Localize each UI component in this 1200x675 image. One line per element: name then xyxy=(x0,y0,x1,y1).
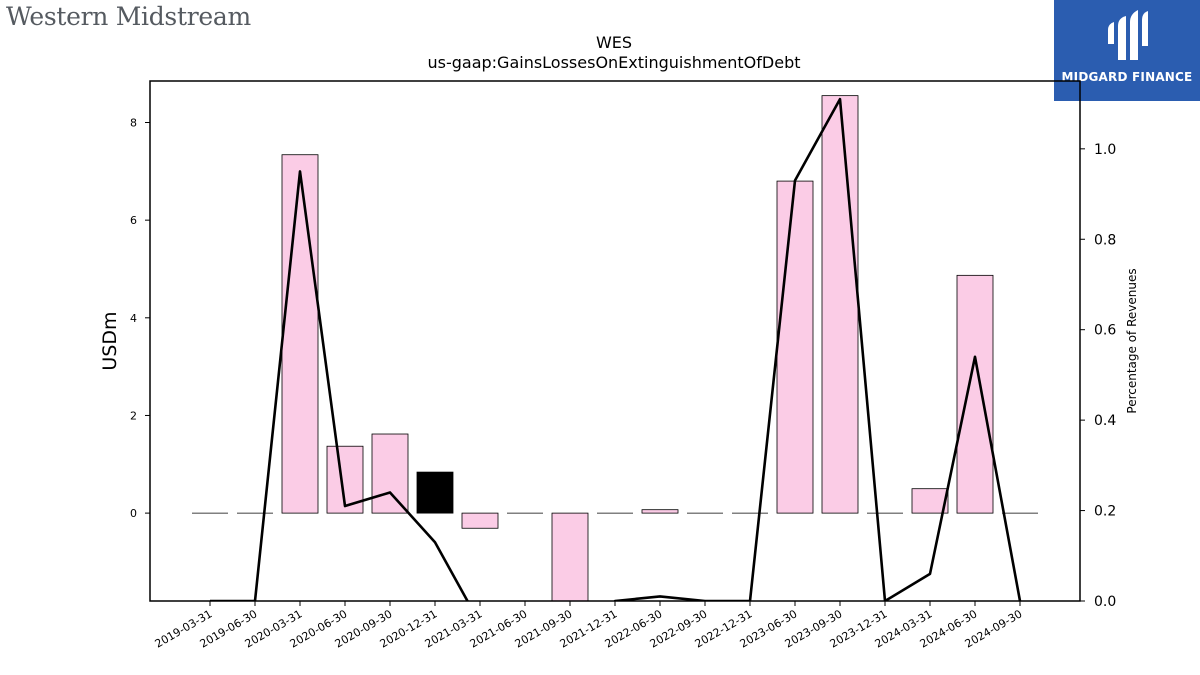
y2-tick-label: 0.4 xyxy=(1094,413,1116,429)
midgard-finance-logo: MIDGARD FINANCE xyxy=(1054,0,1200,101)
y-tick-label: 0 xyxy=(130,507,137,520)
y-tick-label: 2 xyxy=(130,409,137,422)
midgard-monogram-icon xyxy=(1108,10,1148,60)
bar xyxy=(281,154,319,514)
y2-tick-label: 0.6 xyxy=(1094,323,1116,339)
y-tick-label: 6 xyxy=(130,214,137,227)
bar xyxy=(461,512,499,529)
y2-tick-label: 0.2 xyxy=(1094,504,1116,520)
bar xyxy=(776,180,814,514)
y2-tick-label: 0.0 xyxy=(1094,594,1116,610)
chart-title: WES xyxy=(596,33,632,52)
y-tick-label: 8 xyxy=(130,117,137,130)
western-midstream-logo: Western Midstream xyxy=(6,2,251,31)
bar xyxy=(371,433,409,514)
y2-tick-label: 0.8 xyxy=(1094,232,1116,248)
chart-subtitle: us-gaap:GainsLossesOnExtinguishmentOfDeb… xyxy=(427,53,800,72)
bar xyxy=(956,274,994,514)
bar xyxy=(416,471,454,514)
right-logo-text: MIDGARD FINANCE xyxy=(1061,70,1193,84)
bar xyxy=(551,512,589,601)
bar xyxy=(641,509,679,514)
bar xyxy=(911,488,949,514)
y2-tick-label: 1.0 xyxy=(1094,142,1116,158)
left-logo-text: Western Midstream xyxy=(6,2,251,31)
bar xyxy=(821,95,859,514)
plot-area xyxy=(192,95,1038,601)
percentage-line xyxy=(210,170,469,601)
percentage-line xyxy=(613,97,1022,601)
y-axis-label: USDm xyxy=(99,311,121,370)
y2-axis-label: Percentage of Revenues xyxy=(1125,268,1139,413)
y-tick-label: 4 xyxy=(130,312,137,325)
